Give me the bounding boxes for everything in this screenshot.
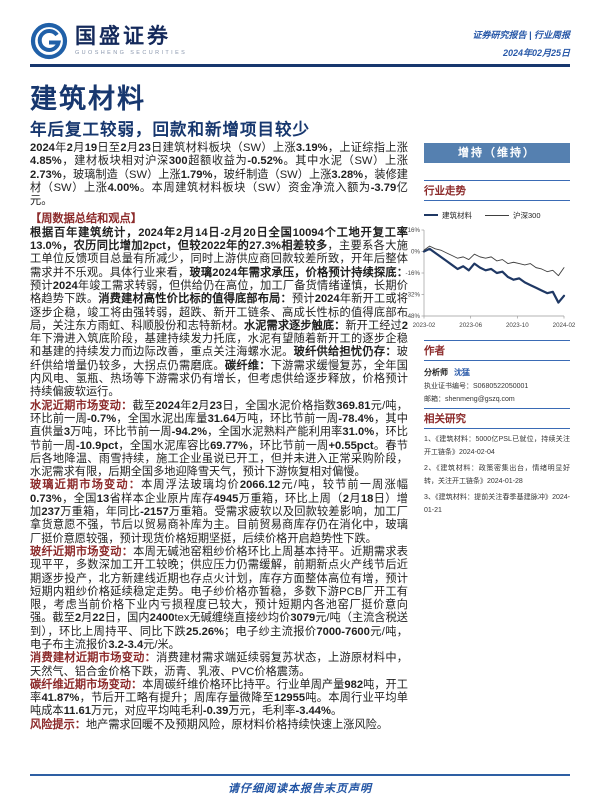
- section-head-author: 作者: [424, 340, 570, 361]
- research-item: 1、《建筑材料：5000亿PSL已就位，持续关注开工链条》2024-02-04: [424, 436, 570, 456]
- section-heading: 【周数据总结和观点】: [30, 213, 142, 226]
- body-paragraph: 风险提示：地产需求回暖不及预期风险，原材料价格持续快速上涨风险。: [30, 718, 389, 731]
- cert-label: 执业证书编号：: [424, 383, 473, 390]
- body-paragraph: 水泥近期市场变动：截至2024年2月23日，全国水泥价格指数369.81元/吨，…: [30, 399, 408, 479]
- email-value: shenmeng@gszq.com: [445, 396, 515, 403]
- report-type: 证券研究报告 | 行业周报: [472, 30, 570, 40]
- svg-text:2024-02: 2024-02: [553, 322, 576, 329]
- section-head-research: 相关研究: [424, 408, 570, 429]
- author-block: 分析师 沈猛 执业证书编号：S0680522050001 邮箱：shenmeng@…: [424, 366, 570, 406]
- header: 国盛证券 GUOSHENG SECURITIES 证券研究报告 | 行业周报 2…: [30, 22, 570, 60]
- research-list: 1、《建筑材料：5000亿PSL已就位，持续关注开工链条》2024-02-04 2…: [424, 433, 570, 517]
- header-meta: 证券研究报告 | 行业周报 2024年02月25日: [472, 28, 570, 59]
- email-label: 邮箱：: [424, 396, 445, 403]
- section-head-trend: 行业走势: [424, 180, 570, 201]
- author-role: 分析师: [424, 368, 448, 377]
- header-divider: [30, 64, 570, 67]
- author-cert-line: 执业证书编号：S0680522050001: [424, 380, 570, 393]
- body-paragraph: 根据百年建筑统计，2024年2月14日-2月20日全国10094个工地开复工率1…: [30, 226, 408, 399]
- legend-swatch: [485, 214, 509, 216]
- body-paragraph: 玻纤近期市场变动：本周无碱池窑粗纱价格环比上周基本持平。近期需求表现平平，多数深…: [30, 545, 408, 651]
- guosheng-logo-icon: [30, 22, 68, 60]
- legend-label: 沪深300: [513, 210, 541, 220]
- research-item: 2、《建筑材料：政策密集出台，情绪明显好转，关注开工链条》2024-01-28: [424, 465, 570, 485]
- chart-legend: 建筑材料 沪深300: [424, 209, 570, 221]
- svg-text:-32%: -32%: [406, 292, 421, 299]
- report-date: 2024年02月25日: [502, 48, 570, 58]
- brand-name-en: GUOSHENG SECURITIES: [75, 50, 188, 56]
- brand-logo-group: 国盛证券 GUOSHENG SECURITIES: [30, 22, 187, 60]
- footer-disclaimer: 请仔细阅读本报告末页声明: [228, 783, 372, 795]
- brand-text: 国盛证券 GUOSHENG SECURITIES: [75, 25, 188, 57]
- body-paragraph: 2024年2月19日至2月23日建筑材料板块（SW）上涨3.19%，上证综指上涨…: [30, 142, 408, 208]
- author-line: 分析师 沈猛: [424, 366, 570, 380]
- author-email-line: 邮箱：shenmeng@gszq.com: [424, 393, 570, 406]
- author-name: 沈猛: [454, 368, 470, 377]
- sidebar: 增持（维持） 行业走势 建筑材料 沪深300 16% 0% -16% -32% -48% 2…: [406, 143, 576, 520]
- svg-text:-16%: -16%: [406, 270, 421, 277]
- svg-text:-48%: -48%: [406, 313, 421, 320]
- svg-text:16%: 16%: [408, 227, 421, 234]
- page-title: 建筑材料: [30, 84, 146, 114]
- brand-name: 国盛证券: [75, 25, 171, 48]
- body-paragraph: 玻璃近期市场变动：本周浮法玻璃均价2066.12元/吨，较节前一周涨幅0.73%…: [30, 479, 408, 545]
- footer-divider: [30, 774, 570, 776]
- svg-text:2023-10: 2023-10: [506, 322, 529, 329]
- legend-item: 建筑材料: [424, 210, 472, 221]
- body-paragraph: 碳纤维近期市场变动：本周碳纤维价格环比持平。行业单周产量982吨，开工率41.8…: [30, 678, 408, 718]
- rating-badge: 增持（维持）: [424, 143, 570, 163]
- cert-number: S0680522050001: [473, 383, 529, 390]
- legend-label: 建筑材料: [442, 210, 472, 220]
- research-item: 3、《建筑材料：提前关注春季基建脉冲》2024-01-21: [424, 494, 570, 514]
- body-paragraph: 消费建材近期市场变动：消费建材需求端延续弱复苏状态，上游原材料中，天然气、铝合金…: [30, 652, 408, 678]
- svg-text:2023-02: 2023-02: [413, 322, 436, 329]
- svg-text:2023-06: 2023-06: [459, 322, 482, 329]
- legend-item: 沪深300: [485, 210, 541, 221]
- legend-swatch: [424, 213, 438, 217]
- industry-trend-chart: 16% 0% -16% -32% -48% 2023-02 2023-06 2023-10 20…: [406, 227, 576, 329]
- svg-text:0%: 0%: [411, 249, 420, 256]
- page-subtitle: 年后复工较弱，回款和新增项目较少: [30, 121, 310, 139]
- body-paragraphs: 2024年2月19日至2月23日建筑材料板块（SW）上涨3.19%，上证综指上涨…: [30, 142, 408, 732]
